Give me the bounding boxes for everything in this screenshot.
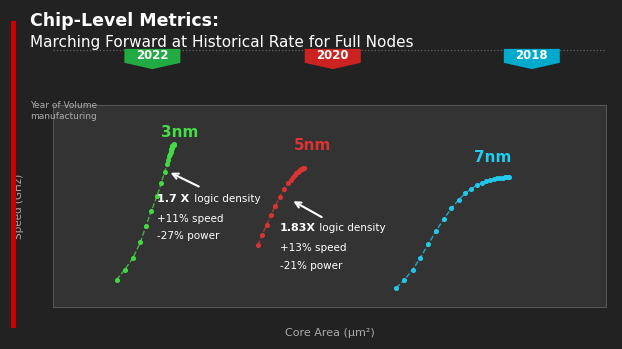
Point	[299, 165, 309, 171]
Point	[288, 174, 298, 179]
Point	[266, 212, 276, 218]
Point	[262, 222, 272, 228]
Point	[423, 242, 433, 247]
Polygon shape	[305, 49, 361, 69]
Point	[408, 267, 418, 273]
Point	[296, 166, 306, 172]
Text: +13% speed: +13% speed	[280, 243, 346, 253]
Point	[495, 175, 505, 181]
Point	[167, 144, 177, 150]
Point	[167, 146, 177, 151]
Point	[294, 168, 304, 173]
Point	[502, 174, 512, 180]
Point	[146, 208, 156, 214]
Point	[485, 177, 495, 183]
Point	[141, 223, 151, 229]
Point	[286, 177, 296, 183]
Point	[168, 142, 178, 148]
Point	[275, 194, 285, 200]
Point	[136, 239, 146, 245]
Text: +11% speed: +11% speed	[157, 214, 223, 224]
Point	[447, 206, 457, 211]
Point	[166, 148, 176, 153]
Text: 5nm: 5nm	[294, 138, 331, 153]
Point	[257, 232, 267, 238]
Point	[481, 178, 491, 184]
Point	[295, 167, 305, 173]
Point	[460, 191, 470, 196]
Text: Core Area (μm²): Core Area (μm²)	[285, 328, 374, 338]
Point	[292, 170, 302, 176]
Point	[489, 176, 499, 182]
Point	[466, 186, 476, 192]
Text: -27% power: -27% power	[157, 231, 220, 242]
Point	[164, 154, 174, 159]
Point	[472, 183, 482, 188]
Point	[160, 169, 170, 175]
Point	[292, 169, 302, 174]
Polygon shape	[504, 49, 560, 69]
Text: logic density: logic density	[191, 194, 261, 204]
Point	[290, 172, 300, 177]
Point	[165, 151, 175, 156]
Point	[503, 174, 513, 180]
Point	[297, 166, 307, 171]
Point	[167, 143, 177, 148]
Point	[163, 157, 173, 163]
Text: -21% power: -21% power	[280, 261, 342, 271]
Point	[493, 176, 503, 181]
Point	[283, 180, 293, 186]
Point	[128, 255, 138, 260]
Point	[253, 243, 262, 248]
Text: Chip-Level Metrics:: Chip-Level Metrics:	[30, 12, 219, 30]
Point	[167, 143, 177, 149]
Point	[271, 203, 281, 208]
Point	[152, 193, 162, 199]
Point	[500, 174, 510, 180]
Point	[298, 165, 308, 171]
Text: Year of Volume
manufacturing: Year of Volume manufacturing	[30, 101, 97, 121]
Point	[166, 149, 176, 155]
Point	[453, 197, 463, 203]
Point	[167, 145, 177, 150]
Text: 3nm: 3nm	[161, 125, 198, 140]
Text: logic density: logic density	[316, 223, 386, 233]
Point	[156, 180, 166, 185]
Text: 1.83X: 1.83X	[280, 223, 316, 233]
Text: 2018: 2018	[516, 49, 548, 62]
Text: Speed (GHz): Speed (GHz)	[14, 173, 24, 238]
Point	[504, 174, 514, 180]
Point	[166, 147, 176, 152]
Point	[439, 216, 448, 222]
Point	[415, 255, 425, 260]
Text: Marching Forward at Historical Rate for Full Nodes: Marching Forward at Historical Rate for …	[30, 35, 414, 50]
Text: 1.7 X: 1.7 X	[157, 194, 189, 204]
Point	[169, 142, 179, 147]
Point	[391, 285, 401, 291]
Point	[279, 186, 289, 192]
Point	[399, 277, 409, 283]
Point	[168, 142, 178, 148]
Point	[169, 142, 179, 147]
Point	[111, 277, 121, 283]
Text: 7nm: 7nm	[473, 150, 511, 165]
Point	[162, 162, 172, 167]
Point	[498, 175, 508, 180]
Point	[120, 267, 130, 273]
Bar	[11, 21, 16, 328]
Polygon shape	[124, 49, 180, 69]
Point	[477, 180, 487, 186]
Point	[299, 165, 309, 171]
Point	[431, 229, 441, 234]
Text: 2020: 2020	[317, 49, 349, 62]
Text: 2022: 2022	[136, 49, 169, 62]
